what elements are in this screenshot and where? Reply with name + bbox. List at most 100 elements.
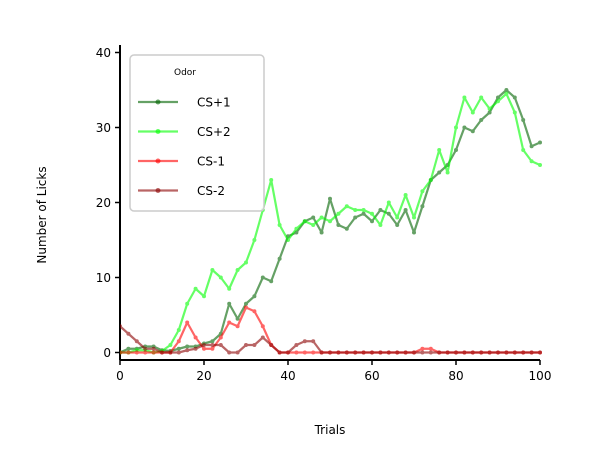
data-point [470,110,475,115]
legend-item: CS-1 [138,155,225,169]
data-point [462,350,467,355]
data-point [412,350,416,355]
data-point [185,344,190,349]
legend-item: CS+2 [138,125,231,139]
data-point [437,170,442,175]
data-point [353,215,358,220]
data-point [302,350,307,355]
data-point [328,219,332,224]
data-point [227,350,232,355]
data-point [479,118,484,122]
data-point [386,211,391,216]
data-point [227,286,232,291]
y-axis-label: Number of Licks [35,166,49,263]
data-point [185,348,190,353]
data-point [470,129,475,134]
data-point [344,204,349,209]
data-point [311,215,316,220]
data-point [361,208,366,212]
series-cs-2 [120,324,542,355]
legend-swatch-marker [155,188,161,193]
data-point [235,350,240,355]
data-point [319,230,324,235]
data-point [143,350,148,355]
data-point [470,350,475,355]
data-point [504,91,509,96]
data-point [286,350,290,355]
data-point [328,196,332,201]
data-point [210,343,215,347]
data-point [126,350,131,355]
data-point [252,343,257,347]
legend-label: CS+2 [197,125,231,139]
data-point [244,301,248,306]
data-point [120,350,122,355]
data-point [496,350,500,355]
data-point [311,223,316,227]
data-point [445,350,450,355]
data-point [504,88,509,92]
legend-title: Odor [174,68,196,78]
data-point [244,305,248,310]
data-point [437,148,442,152]
data-point [210,339,215,344]
legend-swatch-marker [155,158,161,164]
data-point [487,106,492,111]
data-point [252,294,257,299]
y-tick-label: 30 [96,121,111,135]
data-point [428,350,433,355]
data-point [185,301,190,306]
data-point [445,170,450,175]
data-point [361,211,366,216]
data-point [176,346,181,351]
data-point [294,343,299,347]
data-point [235,316,240,321]
data-point [294,226,299,231]
data-point [176,339,181,344]
data-point [126,331,131,336]
data-point [269,343,274,347]
data-point [269,178,274,182]
data-point [395,350,400,355]
data-point [428,178,433,182]
data-point [521,148,526,152]
data-point [260,324,265,329]
data-point [202,343,206,347]
data-point [487,350,492,355]
legend-item: CS+1 [138,96,231,110]
data-point [252,309,257,314]
data-point [512,95,517,100]
data-point [504,350,509,355]
legend-frame [129,54,265,212]
data-point [420,189,425,194]
data-point [462,125,467,130]
data-point [185,320,190,325]
x-tick-label: 0 [116,369,124,383]
data-point [168,343,173,347]
data-point [529,350,534,355]
data-point [269,279,274,284]
data-point [462,95,467,100]
plot-area: 0 20 40 60 80 100 0 10 20 30 40 [96,45,552,383]
data-point [210,346,215,351]
data-point [176,350,181,355]
x-tick-label: 100 [529,369,552,383]
data-point [143,346,148,351]
data-point [302,219,307,224]
data-point [294,350,299,355]
data-point [403,350,408,355]
legend-label: CS-2 [197,184,225,198]
data-point [134,350,139,355]
data-point [521,118,526,122]
data-point [126,346,131,351]
data-point [160,350,164,355]
data-point [479,95,484,100]
y-tick-label: 10 [96,271,111,285]
x-tick-label: 80 [448,369,463,383]
x-tick-label: 40 [280,369,295,383]
data-point [412,215,416,220]
data-point [202,294,206,299]
data-point [370,211,374,216]
data-point [319,350,324,355]
